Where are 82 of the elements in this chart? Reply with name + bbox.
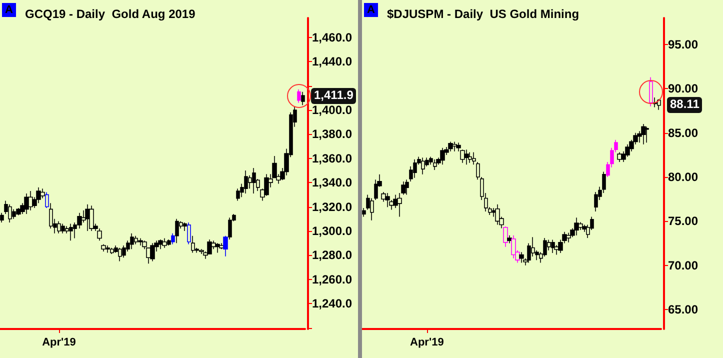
y-tick-label: 80.00 — [668, 170, 698, 184]
candlestick — [472, 152, 476, 166]
candlestick — [219, 242, 224, 250]
candlestick — [649, 76, 653, 107]
candlestick — [370, 198, 374, 221]
candlestick — [433, 158, 437, 170]
candlestick — [657, 98, 661, 110]
candlestick — [175, 218, 179, 244]
y-tick-label: 65.00 — [668, 302, 698, 317]
candlestick — [61, 223, 65, 234]
candlestick — [110, 248, 114, 254]
candlestick — [69, 223, 73, 242]
candlestick — [158, 239, 163, 250]
y-tick-label: 1,300.0 — [312, 224, 352, 238]
y-tick-label: 1,380.0 — [312, 127, 352, 142]
candlestick — [301, 91, 305, 106]
candlestick — [36, 187, 41, 204]
candlestick — [150, 242, 155, 262]
candlestick — [252, 168, 256, 194]
candlestick — [297, 88, 301, 104]
y-tick-label: 70.00 — [668, 258, 698, 272]
candlestick — [421, 157, 425, 175]
y-tick-label: 90.00 — [668, 82, 698, 96]
candlestick — [236, 188, 240, 202]
candlestick — [118, 248, 122, 262]
y-tick-label: 95.00 — [668, 38, 698, 52]
y-tick-label: 1,440.0 — [312, 54, 352, 69]
candlestick — [24, 193, 29, 214]
candlestick — [57, 220, 61, 234]
y-tick-label: 85.00 — [668, 126, 698, 140]
y-tick-label: 1,400.0 — [312, 102, 352, 117]
text: A — [364, 3, 378, 17]
candlestick — [405, 179, 409, 196]
candlestick — [551, 239, 555, 254]
candlestick — [645, 126, 649, 143]
y-tick-label: 1,320.0 — [312, 200, 352, 214]
candlestick — [362, 208, 366, 218]
y-tick-label: 75.00 — [668, 214, 698, 228]
y-tick-label: 1,260.0 — [312, 272, 352, 286]
candlestick — [519, 252, 524, 264]
candlestick — [0, 212, 4, 223]
candlestick — [223, 235, 228, 257]
candlestick — [511, 234, 516, 259]
candlestick — [130, 233, 134, 250]
candlestick — [641, 124, 646, 145]
text: A — [2, 3, 16, 17]
text: 1,411.9 — [311, 88, 356, 104]
y-tick-label: 1,360.0 — [312, 151, 352, 166]
candlestick — [138, 238, 143, 246]
candlestick — [85, 204, 90, 232]
x-tick-label: Apr'19 — [410, 336, 444, 348]
y-tick-label: 1,280.0 — [312, 248, 352, 262]
chart-title: $DJUSPM - Daily US Gold Mining — [387, 7, 580, 21]
candlestick — [8, 204, 12, 223]
candlestick — [171, 233, 175, 245]
candlestick — [244, 170, 248, 194]
y-tick-label: 1,340.0 — [312, 176, 352, 190]
candlestick — [507, 234, 512, 244]
chart-title: GCQ19 - Daily Gold Aug 2019 — [25, 7, 196, 21]
candlestick — [228, 217, 232, 240]
candlestick — [385, 192, 390, 208]
candlestick — [452, 141, 457, 152]
x-tick-label: Apr'19 — [42, 336, 76, 348]
candlestick — [413, 158, 417, 178]
candlestick — [215, 242, 220, 254]
candlestick — [495, 204, 500, 226]
candlestick — [162, 238, 167, 248]
candlestick — [464, 149, 469, 166]
candlestick — [617, 152, 622, 162]
candlestick — [101, 244, 106, 252]
candlestick — [440, 147, 445, 166]
candlestick — [28, 190, 33, 211]
candlestick — [468, 152, 472, 164]
candlestick — [89, 205, 94, 232]
candlestick — [264, 174, 269, 196]
y-tick-label: 1,240.0 — [312, 296, 352, 311]
candlestick — [566, 232, 571, 243]
candlestick — [574, 217, 579, 236]
text: 88.11 — [667, 97, 702, 114]
candlestick — [183, 222, 187, 232]
y-tick-label: 1,460.0 — [312, 30, 352, 44]
candlestick — [448, 141, 453, 152]
